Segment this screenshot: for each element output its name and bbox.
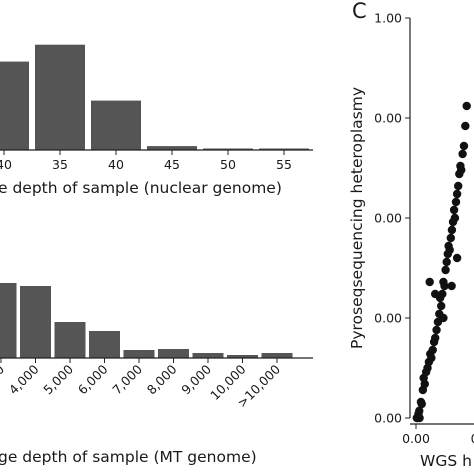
x-tick-label-b-4: 7,000 — [109, 361, 145, 397]
scatter-point-38 — [452, 189, 462, 199]
scatter-point-43 — [458, 149, 467, 159]
bar-a-0 — [0, 61, 29, 150]
x-tick-label-b-0: 000 — [0, 361, 7, 389]
scatter-point-28 — [442, 257, 451, 267]
scatter-point-48 — [430, 289, 440, 299]
x-tick-label-b-2: 5,000 — [40, 361, 76, 397]
scatter-point-16 — [428, 345, 437, 355]
x-tick-label-b-1: 4,000 — [6, 361, 42, 397]
x-axis-label-c: WGS h — [420, 452, 472, 470]
bar-a-1 — [35, 44, 85, 151]
x-tick-label-c-0: 0.00 — [402, 431, 430, 446]
x-tick-label-b-5: 8,000 — [144, 361, 180, 397]
scatter-point-50 — [447, 281, 456, 291]
scatter-point-23 — [437, 301, 446, 311]
bar-b-3 — [89, 331, 120, 358]
x-tick-label-a-4: 50 — [220, 157, 236, 172]
x-tick-label-c-1: 0.25 — [471, 431, 474, 446]
x-axis-label-b: ge depth of sample (MT genome) — [0, 448, 257, 466]
chart-c-scatter: C 0.000.000.000.001.000.000.25WGS hPyros… — [348, 0, 474, 470]
scatter-point-44 — [459, 141, 469, 151]
y-tick-label-c-4: 1.00 — [374, 11, 402, 26]
scatter-point-19 — [432, 325, 441, 335]
bar-b-6 — [192, 353, 224, 358]
scatter-point-35 — [449, 205, 459, 215]
scatter-point-5 — [415, 413, 424, 423]
scatter-point-4 — [415, 406, 424, 415]
bar-b-0 — [0, 283, 17, 358]
scatter-point-32 — [446, 233, 456, 243]
x-tick-label-a-3: 45 — [164, 157, 180, 172]
x-tick-label-a-5: 55 — [276, 157, 292, 172]
scatter-point-7 — [417, 399, 426, 409]
bar-b-7 — [227, 355, 258, 358]
scatter-point-26 — [440, 281, 449, 291]
y-axis-label-c: Pyroseqsequencing heteroplasmy — [348, 87, 366, 349]
bar-a-5 — [259, 148, 309, 150]
x-tick-label-a-0: 40 — [0, 157, 12, 172]
bar-b-1 — [20, 286, 51, 358]
y-tick-label-c-2: 0.00 — [374, 211, 402, 226]
bar-b-4 — [123, 350, 155, 358]
x-tick-label-a-1: 35 — [52, 157, 68, 172]
x-axis-label-a: e depth of sample (nuclear genome) — [0, 179, 282, 197]
scatter-point-27 — [441, 265, 450, 275]
bar-b-2 — [54, 322, 86, 358]
bar-a-3 — [147, 146, 197, 150]
y-tick-label-c-1: 0.00 — [374, 311, 402, 326]
panel-c-label: C — [352, 0, 367, 23]
scatter-point-39 — [454, 181, 463, 191]
scatter-point-24 — [438, 289, 447, 299]
scatter-point-18 — [430, 333, 440, 343]
scatter-point-42 — [457, 165, 466, 175]
scatter-point-45 — [461, 121, 470, 131]
scatter-point-10 — [420, 379, 429, 389]
scatter-point-33 — [447, 225, 457, 235]
scatter-point-31 — [445, 245, 454, 255]
scatter-point-47 — [425, 277, 434, 287]
y-tick-label-c-0: 0.00 — [374, 411, 402, 426]
bar-a-4 — [203, 148, 253, 150]
scatter-point-51 — [452, 253, 462, 263]
x-tick-label-a-2: 40 — [108, 157, 124, 172]
scatter-point-46 — [462, 101, 471, 111]
scatter-point-37 — [451, 197, 461, 207]
bar-b-5 — [158, 349, 189, 358]
y-tick-label-c-3: 0.00 — [374, 111, 402, 126]
scatter-point-49 — [439, 313, 448, 323]
scatter-point-36 — [450, 213, 460, 223]
scatter-point-15 — [427, 353, 436, 363]
x-tick-label-b-3: 6,000 — [75, 361, 111, 397]
chart-a-nuclear-depth: 40 35 40 45 50 55 e depth of sample (nuclear g… — [0, 44, 313, 197]
bar-a-2 — [91, 100, 141, 150]
chart-b-mt-depth: 0004,0005,0006,0007,0008,0009,00010,000>… — [0, 283, 313, 466]
bar-b-8 — [261, 353, 293, 358]
